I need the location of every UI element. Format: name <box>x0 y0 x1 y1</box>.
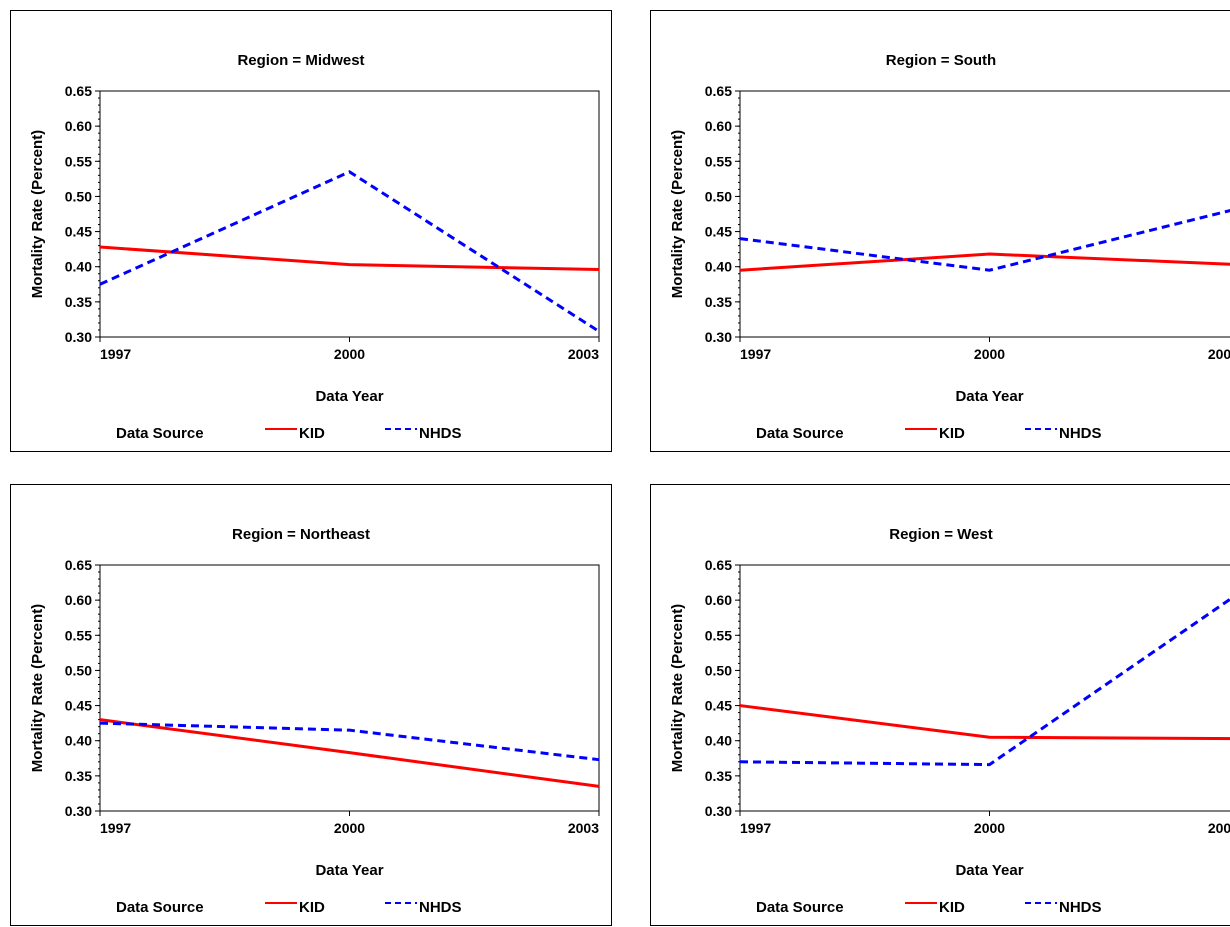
x-tick-label: 1997 <box>740 346 771 362</box>
y-tick-label: 0.30 <box>65 329 92 345</box>
legend-label-kid: KID <box>299 899 325 916</box>
y-tick-label: 0.40 <box>705 733 732 749</box>
y-tick-label: 0.45 <box>705 224 732 240</box>
x-tick-label: 1997 <box>740 820 771 836</box>
legend-label-kid: KID <box>299 425 325 442</box>
y-tick-label: 0.40 <box>705 259 732 275</box>
y-tick-label: 0.65 <box>65 83 92 99</box>
panel-south: Region = South 0.30 0.35 0.40 0.45 0.50 0.55 0.… <box>650 10 1230 452</box>
y-tick-label: 0.50 <box>705 662 732 678</box>
y-tick-label: 0.50 <box>65 188 92 204</box>
x-axis-label: Data Year <box>315 388 383 405</box>
legend-label-nhds: NHDS <box>1059 899 1102 916</box>
y-tick-label: 0.65 <box>705 557 732 573</box>
y-tick-label: 0.45 <box>705 698 732 714</box>
x-tick-label: 2003 <box>568 346 599 362</box>
series-line-kid <box>99 245 600 272</box>
y-tick-label: 0.60 <box>65 118 92 134</box>
y-tick-label: 0.65 <box>65 557 92 573</box>
series-line-nhds <box>99 170 600 333</box>
chart-svg: Region = West 0.30 0.35 0.40 0.45 0.50 0.55 0.6… <box>669 526 1230 916</box>
chart-svg: Region = Midwest 0.30 0.35 0.40 0.45 0.50 0.55… <box>29 52 600 442</box>
x-tick-label: 2000 <box>974 820 1005 836</box>
y-tick-label: 0.40 <box>65 733 92 749</box>
y-tick-label: 0.40 <box>65 259 92 275</box>
plot-frame <box>99 90 600 338</box>
y-tick-label: 0.35 <box>705 294 732 310</box>
y-tick-label: 0.30 <box>705 803 732 819</box>
legend-title: Data Source <box>116 899 204 916</box>
chart-title: Region = South <box>886 52 996 69</box>
y-tick-label: 0.55 <box>705 153 732 169</box>
y-tick-label: 0.45 <box>65 698 92 714</box>
legend-title: Data Source <box>116 425 204 442</box>
y-axis-label: Mortality Rate (Percent) <box>669 130 686 298</box>
chart-svg: Region = South 0.30 0.35 0.40 0.45 0.50 0.55 0.… <box>669 52 1230 442</box>
y-tick-label: 0.30 <box>65 803 92 819</box>
x-tick-label: 1997 <box>100 346 131 362</box>
y-tick-label: 0.60 <box>65 592 92 608</box>
panel-northeast: Region = Northeast 0.30 0.35 0.40 0.45 0.50 0.… <box>10 484 612 926</box>
chart-title: Region = Midwest <box>237 52 364 69</box>
y-tick-label: 0.35 <box>65 294 92 310</box>
chart-svg: Region = Northeast 0.30 0.35 0.40 0.45 0.50 0.… <box>29 526 600 916</box>
y-tick-label: 0.65 <box>705 83 732 99</box>
x-tick-label: 2000 <box>334 820 365 836</box>
plot-frame <box>739 90 1230 338</box>
y-tick-label: 0.35 <box>705 768 732 784</box>
y-tick-label: 0.35 <box>65 768 92 784</box>
series-line-nhds <box>99 721 600 762</box>
y-axis-label: Mortality Rate (Percent) <box>29 604 46 772</box>
y-tick-label: 0.30 <box>705 329 732 345</box>
y-tick-label: 0.60 <box>705 592 732 608</box>
series-line-nhds <box>739 209 1230 272</box>
y-tick-label: 0.55 <box>65 627 92 643</box>
y-axis-label: Mortality Rate (Percent) <box>29 130 46 298</box>
legend-title: Data Source <box>756 899 844 916</box>
legend-label-nhds: NHDS <box>419 899 462 916</box>
y-tick-label: 0.50 <box>705 188 732 204</box>
legend-label-kid: KID <box>939 899 965 916</box>
chart-title: Region = West <box>889 526 993 543</box>
chart-title: Region = Northeast <box>232 526 370 543</box>
y-tick-label: 0.60 <box>705 118 732 134</box>
legend-label-nhds: NHDS <box>1059 425 1102 442</box>
plot-frame <box>99 564 600 812</box>
x-tick-label: 2000 <box>334 346 365 362</box>
y-tick-label: 0.55 <box>65 153 92 169</box>
x-tick-label: 2003 <box>1208 346 1230 362</box>
panel-midwest: Region = Midwest 0.30 0.35 0.40 0.45 0.50 0.55… <box>10 10 612 452</box>
x-axis-label: Data Year <box>955 388 1023 405</box>
series-line-kid <box>99 718 600 788</box>
legend-label-nhds: NHDS <box>419 425 462 442</box>
y-tick-label: 0.45 <box>65 224 92 240</box>
x-axis-label: Data Year <box>315 862 383 879</box>
y-tick-label: 0.50 <box>65 662 92 678</box>
x-tick-label: 1997 <box>100 820 131 836</box>
x-tick-label: 2003 <box>568 820 599 836</box>
x-tick-label: 2000 <box>974 346 1005 362</box>
y-tick-label: 0.55 <box>705 627 732 643</box>
legend-label-kid: KID <box>939 425 965 442</box>
x-tick-label: 2003 <box>1208 820 1230 836</box>
series-line-kid <box>739 252 1230 272</box>
x-axis-label: Data Year <box>955 862 1023 879</box>
plot-frame <box>739 564 1230 812</box>
y-axis-label: Mortality Rate (Percent) <box>669 604 686 772</box>
panel-west: Region = West 0.30 0.35 0.40 0.45 0.50 0.55 0.6… <box>650 484 1230 926</box>
series-line-kid <box>739 704 1230 741</box>
legend-title: Data Source <box>756 425 844 442</box>
series-line-nhds <box>739 597 1230 767</box>
